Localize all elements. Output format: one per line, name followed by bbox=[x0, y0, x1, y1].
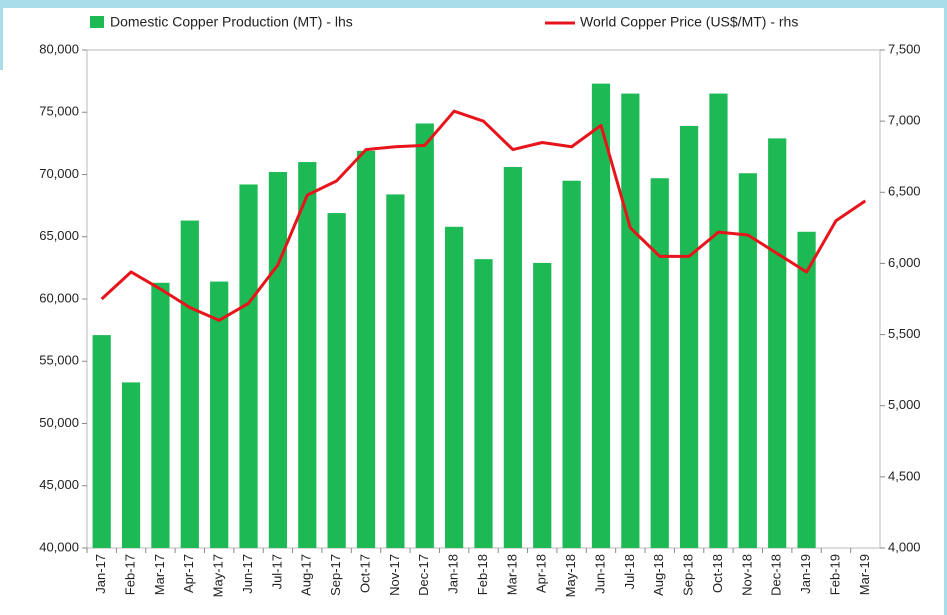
bar bbox=[298, 162, 317, 549]
left-band bbox=[0, 0, 3, 70]
bar bbox=[180, 220, 199, 548]
x-tick-label: Aug-17 bbox=[299, 554, 314, 596]
bar bbox=[709, 93, 728, 548]
bar bbox=[797, 231, 816, 548]
y2-tick-label: 6,500 bbox=[888, 184, 921, 199]
x-tick-label: Dec-18 bbox=[769, 554, 784, 596]
y-tick-label: 45,000 bbox=[39, 477, 79, 492]
legend-swatch bbox=[90, 16, 104, 28]
bar bbox=[738, 173, 757, 548]
bar bbox=[562, 180, 581, 548]
x-tick-label: Jul-17 bbox=[269, 554, 284, 589]
x-tick-label: Apr-17 bbox=[181, 554, 196, 593]
y2-tick-label: 7,000 bbox=[888, 113, 921, 128]
x-tick-label: Sep-18 bbox=[681, 554, 696, 596]
bar bbox=[356, 150, 376, 548]
y2-tick-label: 7,500 bbox=[888, 41, 921, 56]
bar bbox=[591, 83, 611, 549]
y2-tick-label: 6,000 bbox=[888, 255, 921, 270]
bar bbox=[679, 125, 699, 548]
y-tick-label: 70,000 bbox=[39, 166, 79, 181]
x-tick-label: Oct-17 bbox=[357, 554, 372, 593]
bar bbox=[415, 123, 434, 548]
x-tick-label: Mar-19 bbox=[857, 554, 872, 595]
x-tick-label: Jun-18 bbox=[592, 554, 607, 594]
x-tick-label: Jan-18 bbox=[446, 554, 461, 594]
bar bbox=[151, 282, 170, 548]
x-tick-label: Feb-18 bbox=[475, 554, 490, 595]
price-line bbox=[100, 109, 867, 322]
y-tick-label: 50,000 bbox=[39, 415, 79, 430]
right-band bbox=[944, 0, 947, 615]
y2-tick-label: 5,500 bbox=[888, 326, 921, 341]
bar bbox=[533, 262, 552, 548]
x-tick-label: Jul-18 bbox=[622, 554, 637, 589]
x-tick-label: Jan-17 bbox=[93, 554, 108, 594]
y-tick-label: 65,000 bbox=[39, 228, 79, 243]
legend: Domestic Copper Production (MT) - lhs Wor… bbox=[90, 14, 798, 30]
x-tick-label: Mar-17 bbox=[152, 554, 167, 595]
y-tick-label: 60,000 bbox=[39, 290, 79, 305]
legend-label: World Copper Price (US$/MT) - rhs bbox=[580, 14, 798, 30]
bar bbox=[768, 138, 787, 548]
x-tick-label: Dec-17 bbox=[416, 554, 431, 596]
y-tick-label: 80,000 bbox=[39, 41, 79, 56]
x-tick-label: May-18 bbox=[563, 554, 578, 597]
bar bbox=[503, 167, 522, 548]
bar bbox=[621, 93, 640, 548]
x-tick-label: Jan-19 bbox=[798, 554, 813, 594]
bar bbox=[474, 259, 493, 548]
x-tick-label: Feb-17 bbox=[122, 554, 137, 595]
x-tick-label: Nov-18 bbox=[739, 554, 754, 596]
legend-label: Domestic Copper Production (MT) - lhs bbox=[110, 14, 353, 30]
bar bbox=[327, 213, 346, 548]
bar bbox=[239, 184, 258, 548]
x-tick-label: Mar-18 bbox=[504, 554, 519, 595]
bar bbox=[92, 335, 111, 548]
x-tick-label: Aug-18 bbox=[651, 554, 666, 596]
y2-tick-label: 4,000 bbox=[888, 539, 921, 554]
y-tick-label: 75,000 bbox=[39, 104, 79, 119]
x-tick-label: Oct-18 bbox=[710, 554, 725, 593]
top-band bbox=[0, 0, 947, 8]
bar bbox=[210, 281, 229, 548]
x-tick-label: Apr-18 bbox=[534, 554, 549, 593]
y-tick-label: 40,000 bbox=[39, 539, 79, 554]
bar bbox=[445, 226, 464, 549]
x-tick-label: Sep-17 bbox=[328, 554, 343, 596]
y-tick-label: 55,000 bbox=[39, 353, 79, 368]
bar bbox=[386, 194, 405, 549]
y2-tick-label: 4,500 bbox=[888, 468, 921, 483]
x-tick-label: Jun-17 bbox=[240, 554, 255, 594]
x-tick-label: Feb-19 bbox=[827, 554, 842, 595]
bar bbox=[650, 178, 669, 549]
x-tick-label: Nov-17 bbox=[387, 554, 402, 596]
bar bbox=[121, 382, 141, 548]
y2-tick-label: 5,000 bbox=[888, 397, 921, 412]
bar bbox=[268, 172, 288, 548]
x-tick-label: May-17 bbox=[211, 554, 226, 597]
